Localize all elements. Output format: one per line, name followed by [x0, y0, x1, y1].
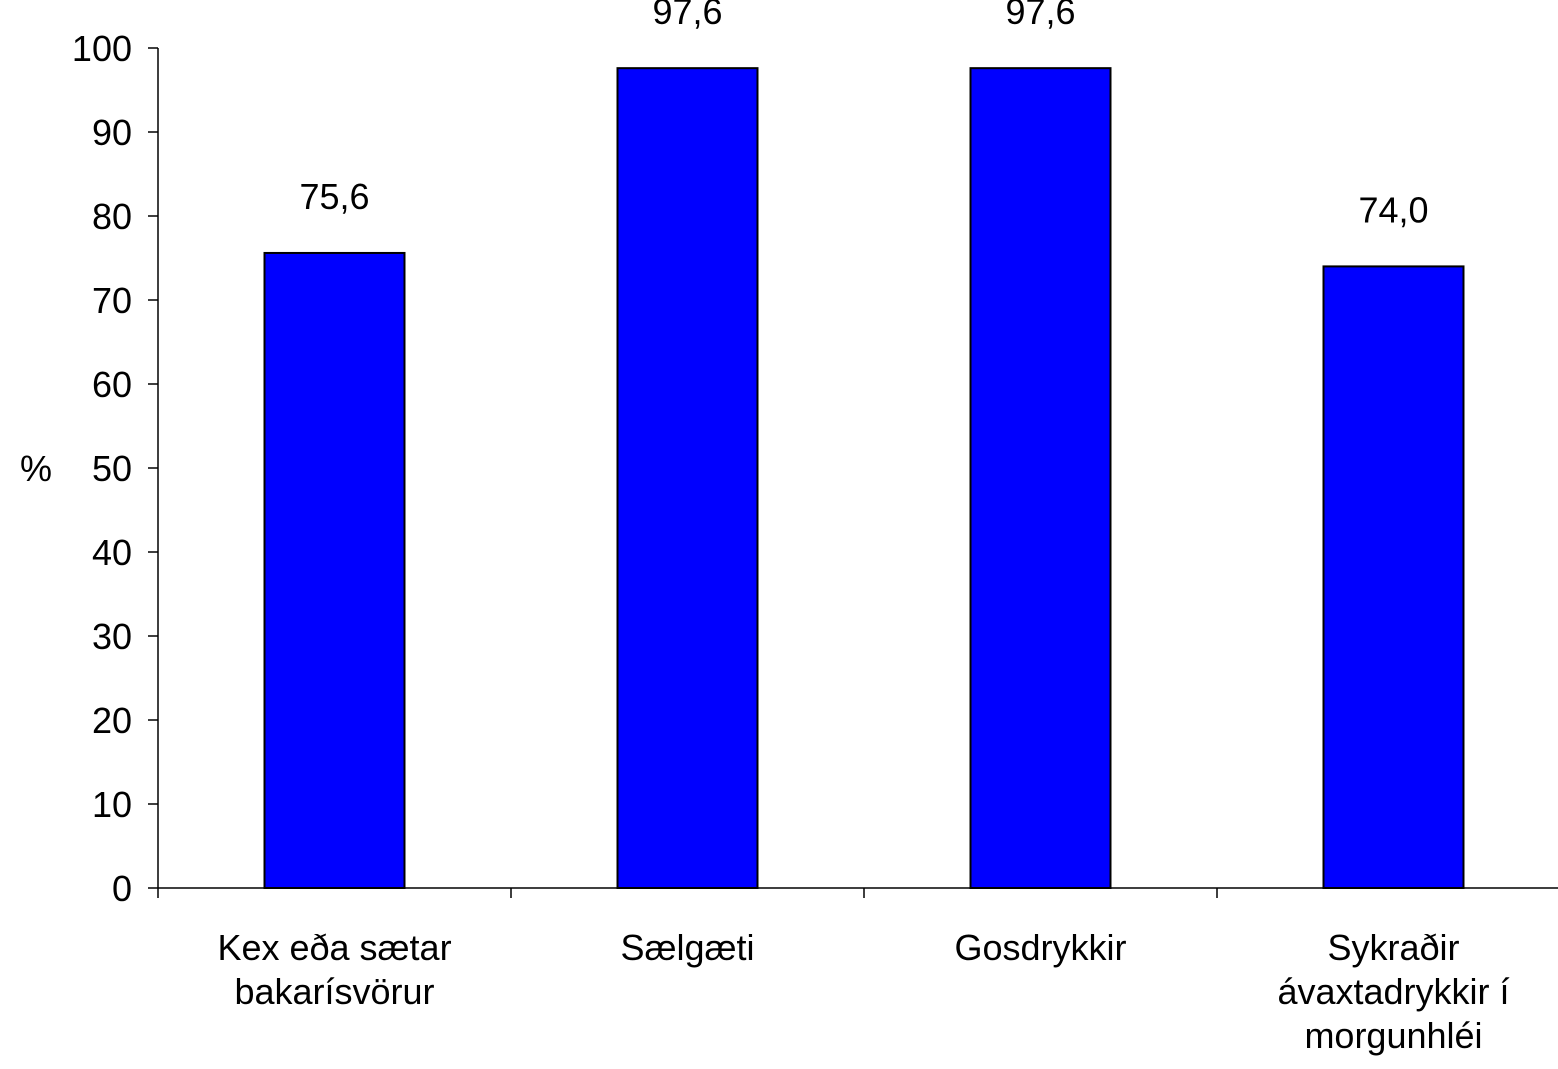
- plot-area: 0 10 20 30 40 50 60 70 80 90 100 75,6 Kex eða sætar b…: [72, 0, 1558, 1056]
- category-label-line: Sælgæti: [620, 927, 754, 968]
- category-label: Gosdrykkir: [954, 927, 1126, 968]
- y-axis-label: %: [20, 448, 52, 489]
- data-label: 97,6: [652, 0, 722, 32]
- data-label: 74,0: [1358, 189, 1428, 230]
- category-label-line: Sykraðir: [1327, 927, 1459, 968]
- data-label: 97,6: [1005, 0, 1075, 32]
- category-label: Sykraðir ávaxtadrykkir í morgunhléi: [1277, 927, 1509, 1056]
- category-label-line: morgunhléi: [1304, 1015, 1482, 1056]
- category-label-line: ávaxtadrykkir í: [1277, 971, 1509, 1012]
- y-tick-label: 0: [112, 868, 132, 909]
- category-label: Sælgæti: [620, 927, 754, 968]
- data-label: 75,6: [299, 176, 369, 217]
- y-tick-label: 40: [92, 532, 132, 573]
- bar: [263, 251, 406, 889]
- y-tick-label: 30: [92, 616, 132, 657]
- category-label-line: Gosdrykkir: [954, 927, 1126, 968]
- category-label-line: Kex eða sætar: [217, 927, 451, 968]
- y-tick-label: 90: [92, 112, 132, 153]
- category-label: Kex eða sætar bakarísvörur: [217, 927, 451, 1012]
- bar: [969, 67, 1112, 890]
- y-tick-label: 80: [92, 196, 132, 237]
- bar: [616, 67, 759, 890]
- y-tick-label: 60: [92, 364, 132, 405]
- y-tick-label: 50: [92, 448, 132, 489]
- y-tick-label: 70: [92, 280, 132, 321]
- y-tick-label: 100: [72, 28, 132, 69]
- bar: [1322, 265, 1465, 889]
- y-tick-label: 20: [92, 700, 132, 741]
- y-tick-label: 10: [92, 784, 132, 825]
- category-label-line: bakarísvörur: [234, 971, 434, 1012]
